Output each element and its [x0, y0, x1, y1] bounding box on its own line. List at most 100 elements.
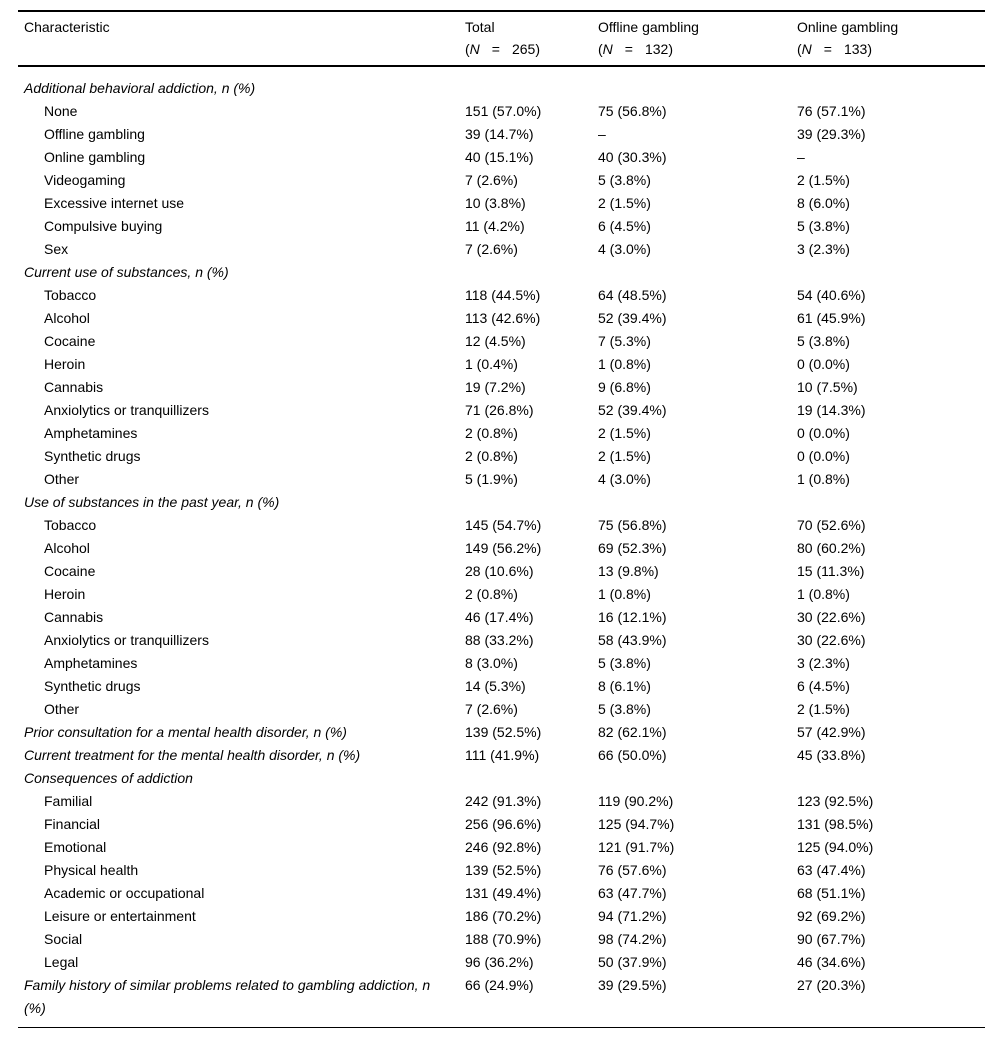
- row-label: Heroin: [44, 356, 86, 372]
- cell-total: [465, 66, 598, 100]
- table-row: Academic or occupational 131 (49.4%) 63 (4…: [18, 882, 985, 905]
- table-row: Videogaming 7 (2.6%) 5 (3.8%) 2 (1.5%): [18, 169, 985, 192]
- table-row: Alcohol 113 (42.6%) 52 (39.4%) 61 (45.9%): [18, 307, 985, 330]
- cell-total: [465, 491, 598, 514]
- section-row: Additional behavioral addiction, n (%): [18, 66, 985, 100]
- table-row: Other 5 (1.9%) 4 (3.0%) 1 (0.8%): [18, 468, 985, 491]
- table-row: Amphetamines 2 (0.8%) 2 (1.5%) 0 (0.0%): [18, 422, 985, 445]
- section-label: Use of substances in the past year, n (%…: [24, 494, 280, 510]
- cell-total: 5 (1.9%): [465, 471, 518, 487]
- cell-online: 131 (98.5%): [797, 816, 874, 832]
- row-label: Sex: [44, 241, 69, 257]
- row-label: Anxiolytics or tranquillizers: [44, 632, 209, 648]
- paren-open: (: [797, 41, 802, 57]
- cell-online: 123 (92.5%): [797, 793, 874, 809]
- cell-online: 57 (42.9%): [797, 724, 866, 740]
- cell-offline: 75 (56.8%): [598, 103, 667, 119]
- table-row: Cocaine 12 (4.5%) 7 (5.3%) 5 (3.8%): [18, 330, 985, 353]
- section-label: Current use of substances, n (%): [24, 264, 229, 280]
- n-variable: N: [469, 41, 480, 57]
- row-label: Amphetamines: [44, 425, 138, 441]
- cell-total: 145 (54.7%): [465, 517, 542, 533]
- row-label: Prior consultation for a mental health d…: [24, 724, 347, 740]
- cell-online: [797, 66, 985, 100]
- cell-offline: 4 (3.0%): [598, 471, 651, 487]
- cell-total: 131 (49.4%): [465, 885, 542, 901]
- cell-total: 2 (0.8%): [465, 425, 518, 441]
- row-label: Emotional: [44, 839, 107, 855]
- cell-offline: 4 (3.0%): [598, 241, 651, 257]
- cell-online: 92 (69.2%): [797, 908, 866, 924]
- table-row: Prior consultation for a mental health d…: [18, 721, 985, 744]
- cell-total: 188 (70.9%): [465, 931, 542, 947]
- cell-offline: 98 (74.2%): [598, 931, 667, 947]
- table-row: Financial 256 (96.6%) 125 (94.7%) 131 (98.5…: [18, 813, 985, 836]
- cell-total: 71 (26.8%): [465, 402, 534, 418]
- cell-offline: [598, 261, 797, 284]
- cell-offline: 1 (0.8%): [598, 356, 651, 372]
- cell-offline: 64 (48.5%): [598, 287, 667, 303]
- cell-offline: 5 (3.8%): [598, 655, 651, 671]
- cell-total: 14 (5.3%): [465, 678, 526, 694]
- cell-total: 39 (14.7%): [465, 126, 534, 142]
- row-label: Physical health: [44, 862, 139, 878]
- cell-offline: 119 (90.2%): [598, 793, 674, 809]
- cell-online: 61 (45.9%): [797, 310, 866, 326]
- cell-online: 54 (40.6%): [797, 287, 866, 303]
- cell-total: 66 (24.9%): [465, 977, 534, 993]
- cell-offline: 75 (56.8%): [598, 517, 667, 533]
- row-label: Cocaine: [44, 333, 96, 349]
- cell-online: 3 (2.3%): [797, 655, 850, 671]
- table-row: Familial 242 (91.3%) 119 (90.2%) 123 (92.5%…: [18, 790, 985, 813]
- section-row: Consequences of addiction: [18, 767, 985, 790]
- col-header-offline-label: Offline gambling: [598, 19, 699, 35]
- cell-total: 246 (92.8%): [465, 839, 542, 855]
- cell-total: 11 (4.2%): [465, 218, 525, 234]
- header-row: Characteristic Total (N = 265) Offline gam…: [18, 11, 985, 67]
- row-label: Heroin: [44, 586, 86, 602]
- cell-online: 1 (0.8%): [797, 471, 850, 487]
- table-row: Cocaine 28 (10.6%) 13 (9.8%) 15 (11.3%): [18, 560, 985, 583]
- cell-online: 2 (1.5%): [797, 701, 850, 717]
- cell-offline: 40 (30.3%): [598, 149, 667, 165]
- cell-total: 40 (15.1%): [465, 149, 534, 165]
- cell-online: 2 (1.5%): [797, 172, 850, 188]
- table-row: Emotional 246 (92.8%) 121 (91.7%) 125 (94.0…: [18, 836, 985, 859]
- cell-online: 27 (20.3%): [797, 977, 866, 993]
- n-value: 265: [511, 41, 536, 57]
- row-label: Anxiolytics or tranquillizers: [44, 402, 209, 418]
- section-label: Additional behavioral addiction, n (%): [24, 80, 256, 96]
- row-label: Tobacco: [44, 287, 97, 303]
- row-label: Alcohol: [44, 540, 90, 556]
- col-header-total-n: (N = 265): [465, 38, 598, 60]
- table-row: Heroin 2 (0.8%) 1 (0.8%) 1 (0.8%): [18, 583, 985, 606]
- cell-total: 186 (70.2%): [465, 908, 542, 924]
- table-row: Sex 7 (2.6%) 4 (3.0%) 3 (2.3%): [18, 238, 985, 261]
- row-label: Videogaming: [44, 172, 126, 188]
- n-variable: N: [801, 41, 812, 57]
- table-row: Family history of similar problems relat…: [18, 974, 985, 1028]
- cell-total: 2 (0.8%): [465, 586, 518, 602]
- n-variable: N: [602, 41, 613, 57]
- table-row: Current treatment for the mental health …: [18, 744, 985, 767]
- col-header-offline-n: (N = 132): [598, 38, 797, 60]
- cell-total: 10 (3.8%): [465, 195, 526, 211]
- cell-offline: 58 (43.9%): [598, 632, 667, 648]
- cell-online: 90 (67.7%): [797, 931, 866, 947]
- cell-offline: 9 (6.8%): [598, 379, 651, 395]
- cell-online: 63 (47.4%): [797, 862, 866, 878]
- cell-total: 256 (96.6%): [465, 816, 542, 832]
- cell-total: 8 (3.0%): [465, 655, 518, 671]
- row-label: Legal: [44, 954, 79, 970]
- col-header-total: Total (N = 265): [465, 11, 598, 67]
- table-row: Tobacco 118 (44.5%) 64 (48.5%) 54 (40.6%): [18, 284, 985, 307]
- cell-online: 8 (6.0%): [797, 195, 850, 211]
- cell-online: 46 (34.6%): [797, 954, 866, 970]
- row-label: Familial: [44, 793, 93, 809]
- cell-total: 149 (56.2%): [465, 540, 542, 556]
- cell-online: 80 (60.2%): [797, 540, 866, 556]
- table-row: Leisure or entertainment 186 (70.2%) 94 (7…: [18, 905, 985, 928]
- cell-online: 0 (0.0%): [797, 448, 850, 464]
- row-label: Synthetic drugs: [44, 448, 141, 464]
- col-header-online-n: (N = 133): [797, 38, 985, 60]
